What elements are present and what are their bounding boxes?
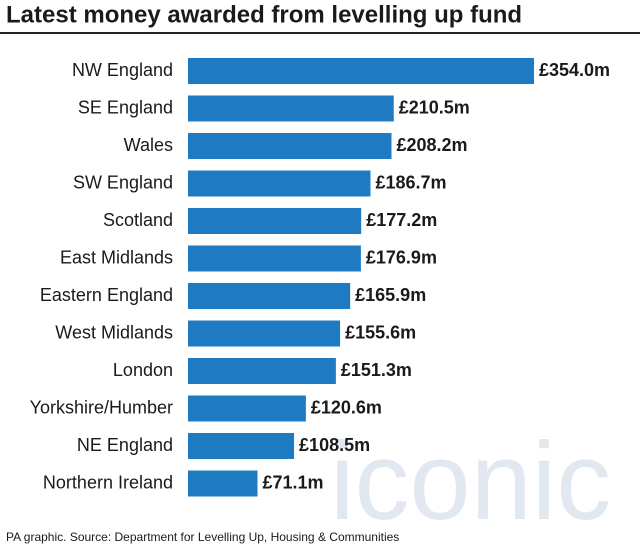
bar (188, 433, 295, 459)
category-label: SW England (73, 172, 173, 192)
value-label: £151.3m (341, 360, 412, 380)
category-label: Northern Ireland (43, 472, 173, 492)
value-label: £186.7m (375, 172, 446, 192)
category-label: Scotland (103, 210, 173, 230)
bar (188, 58, 534, 84)
bar (188, 170, 371, 197)
value-label: £176.9m (366, 247, 437, 267)
category-label: East Midlands (60, 247, 173, 267)
value-label: £208.2m (396, 135, 467, 155)
bar (188, 470, 258, 497)
value-label: £210.5m (399, 97, 470, 117)
source-note: PA graphic. Source: Department for Level… (6, 530, 399, 544)
category-label: NE England (77, 435, 173, 455)
value-label: £354.0m (539, 60, 610, 80)
category-label: Eastern England (40, 285, 173, 305)
value-label: £165.9m (355, 285, 426, 305)
bar (188, 320, 341, 347)
value-label: £108.5m (299, 435, 370, 455)
category-label: Wales (124, 135, 173, 155)
bar (188, 283, 351, 309)
bar (188, 95, 394, 122)
watermark: iconic (330, 420, 611, 543)
bar (188, 245, 361, 272)
bar (188, 358, 336, 384)
chart-title: Latest money awarded from levelling up f… (6, 1, 522, 28)
category-label: NW England (72, 60, 173, 80)
category-label: West Midlands (55, 322, 173, 342)
value-label: £71.1m (262, 472, 323, 492)
category-label: London (113, 360, 173, 380)
value-label: £177.2m (366, 210, 437, 230)
category-label: SE England (78, 97, 173, 117)
value-label: £120.6m (311, 397, 382, 417)
category-label: Yorkshire/Humber (30, 397, 173, 417)
bar (188, 133, 392, 159)
bar (188, 208, 362, 234)
bar (188, 395, 306, 422)
value-label: £155.6m (345, 322, 416, 342)
